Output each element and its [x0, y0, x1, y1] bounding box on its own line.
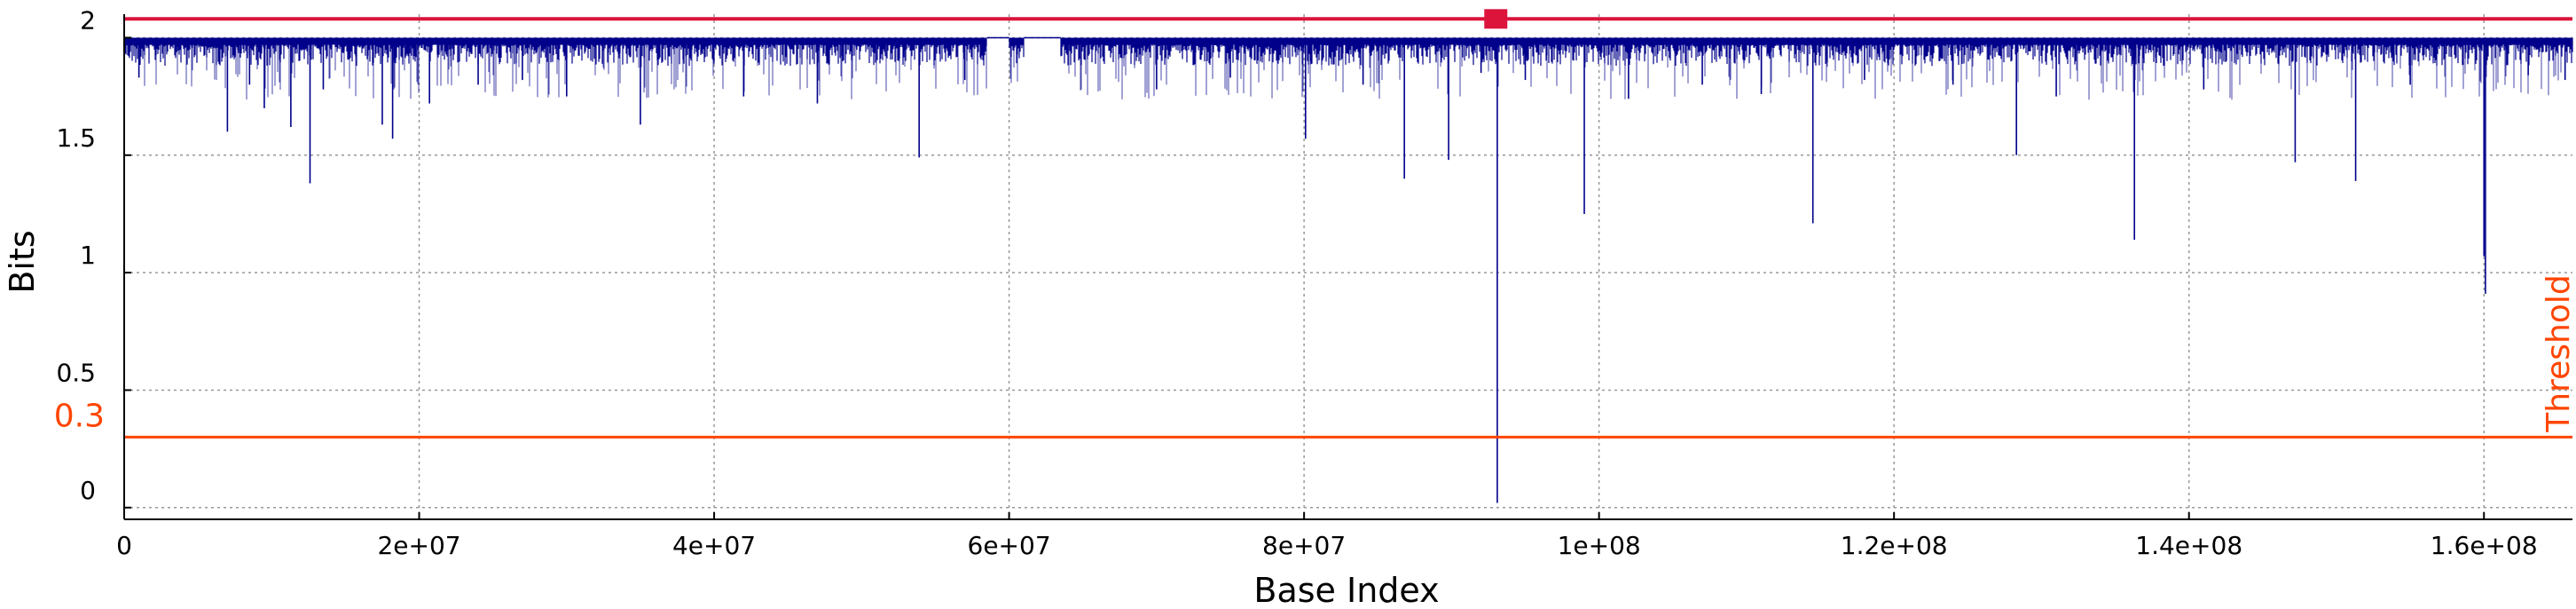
series-entropy — [123, 36, 2573, 503]
tick-labels: 0 2e+07 4e+07 6e+07 8e+07 1e+08 1.2e+08 1.4e+08… — [56, 5, 2537, 560]
x-tick-label: 1.4e+08 — [2135, 531, 2242, 560]
x-tick-label: 0 — [116, 531, 132, 560]
x-tick-label: 4e+07 — [672, 531, 756, 560]
series-spikes — [144, 37, 2562, 100]
x-tick-label: 2e+07 — [377, 531, 460, 560]
y-tick-label: 1 — [80, 241, 96, 270]
x-tick-label: 1e+08 — [1558, 531, 1641, 560]
x-tick-label: 1.6e+08 — [2431, 531, 2538, 560]
x-axis-title: Base Index — [1253, 571, 1439, 609]
axes — [123, 14, 2572, 520]
threshold-label: Threshold — [2541, 274, 2576, 432]
marker-square — [1484, 9, 1508, 29]
y-tick-label: 0.5 — [56, 358, 96, 387]
x-tick-label: 8e+07 — [1262, 531, 1346, 560]
reference-lines — [124, 9, 2572, 439]
y-tick-label: 1.5 — [56, 123, 96, 153]
x-tick-label: 1.2e+08 — [1841, 531, 1948, 560]
y-tick-label: 0 — [80, 476, 96, 505]
threshold-value-label: 0.3 — [54, 398, 105, 434]
gridlines — [124, 14, 2572, 519]
x-tick-label: 6e+07 — [968, 531, 1051, 560]
y-axis-title: Bits — [3, 230, 42, 293]
y-tick-label: 2 — [80, 5, 96, 35]
